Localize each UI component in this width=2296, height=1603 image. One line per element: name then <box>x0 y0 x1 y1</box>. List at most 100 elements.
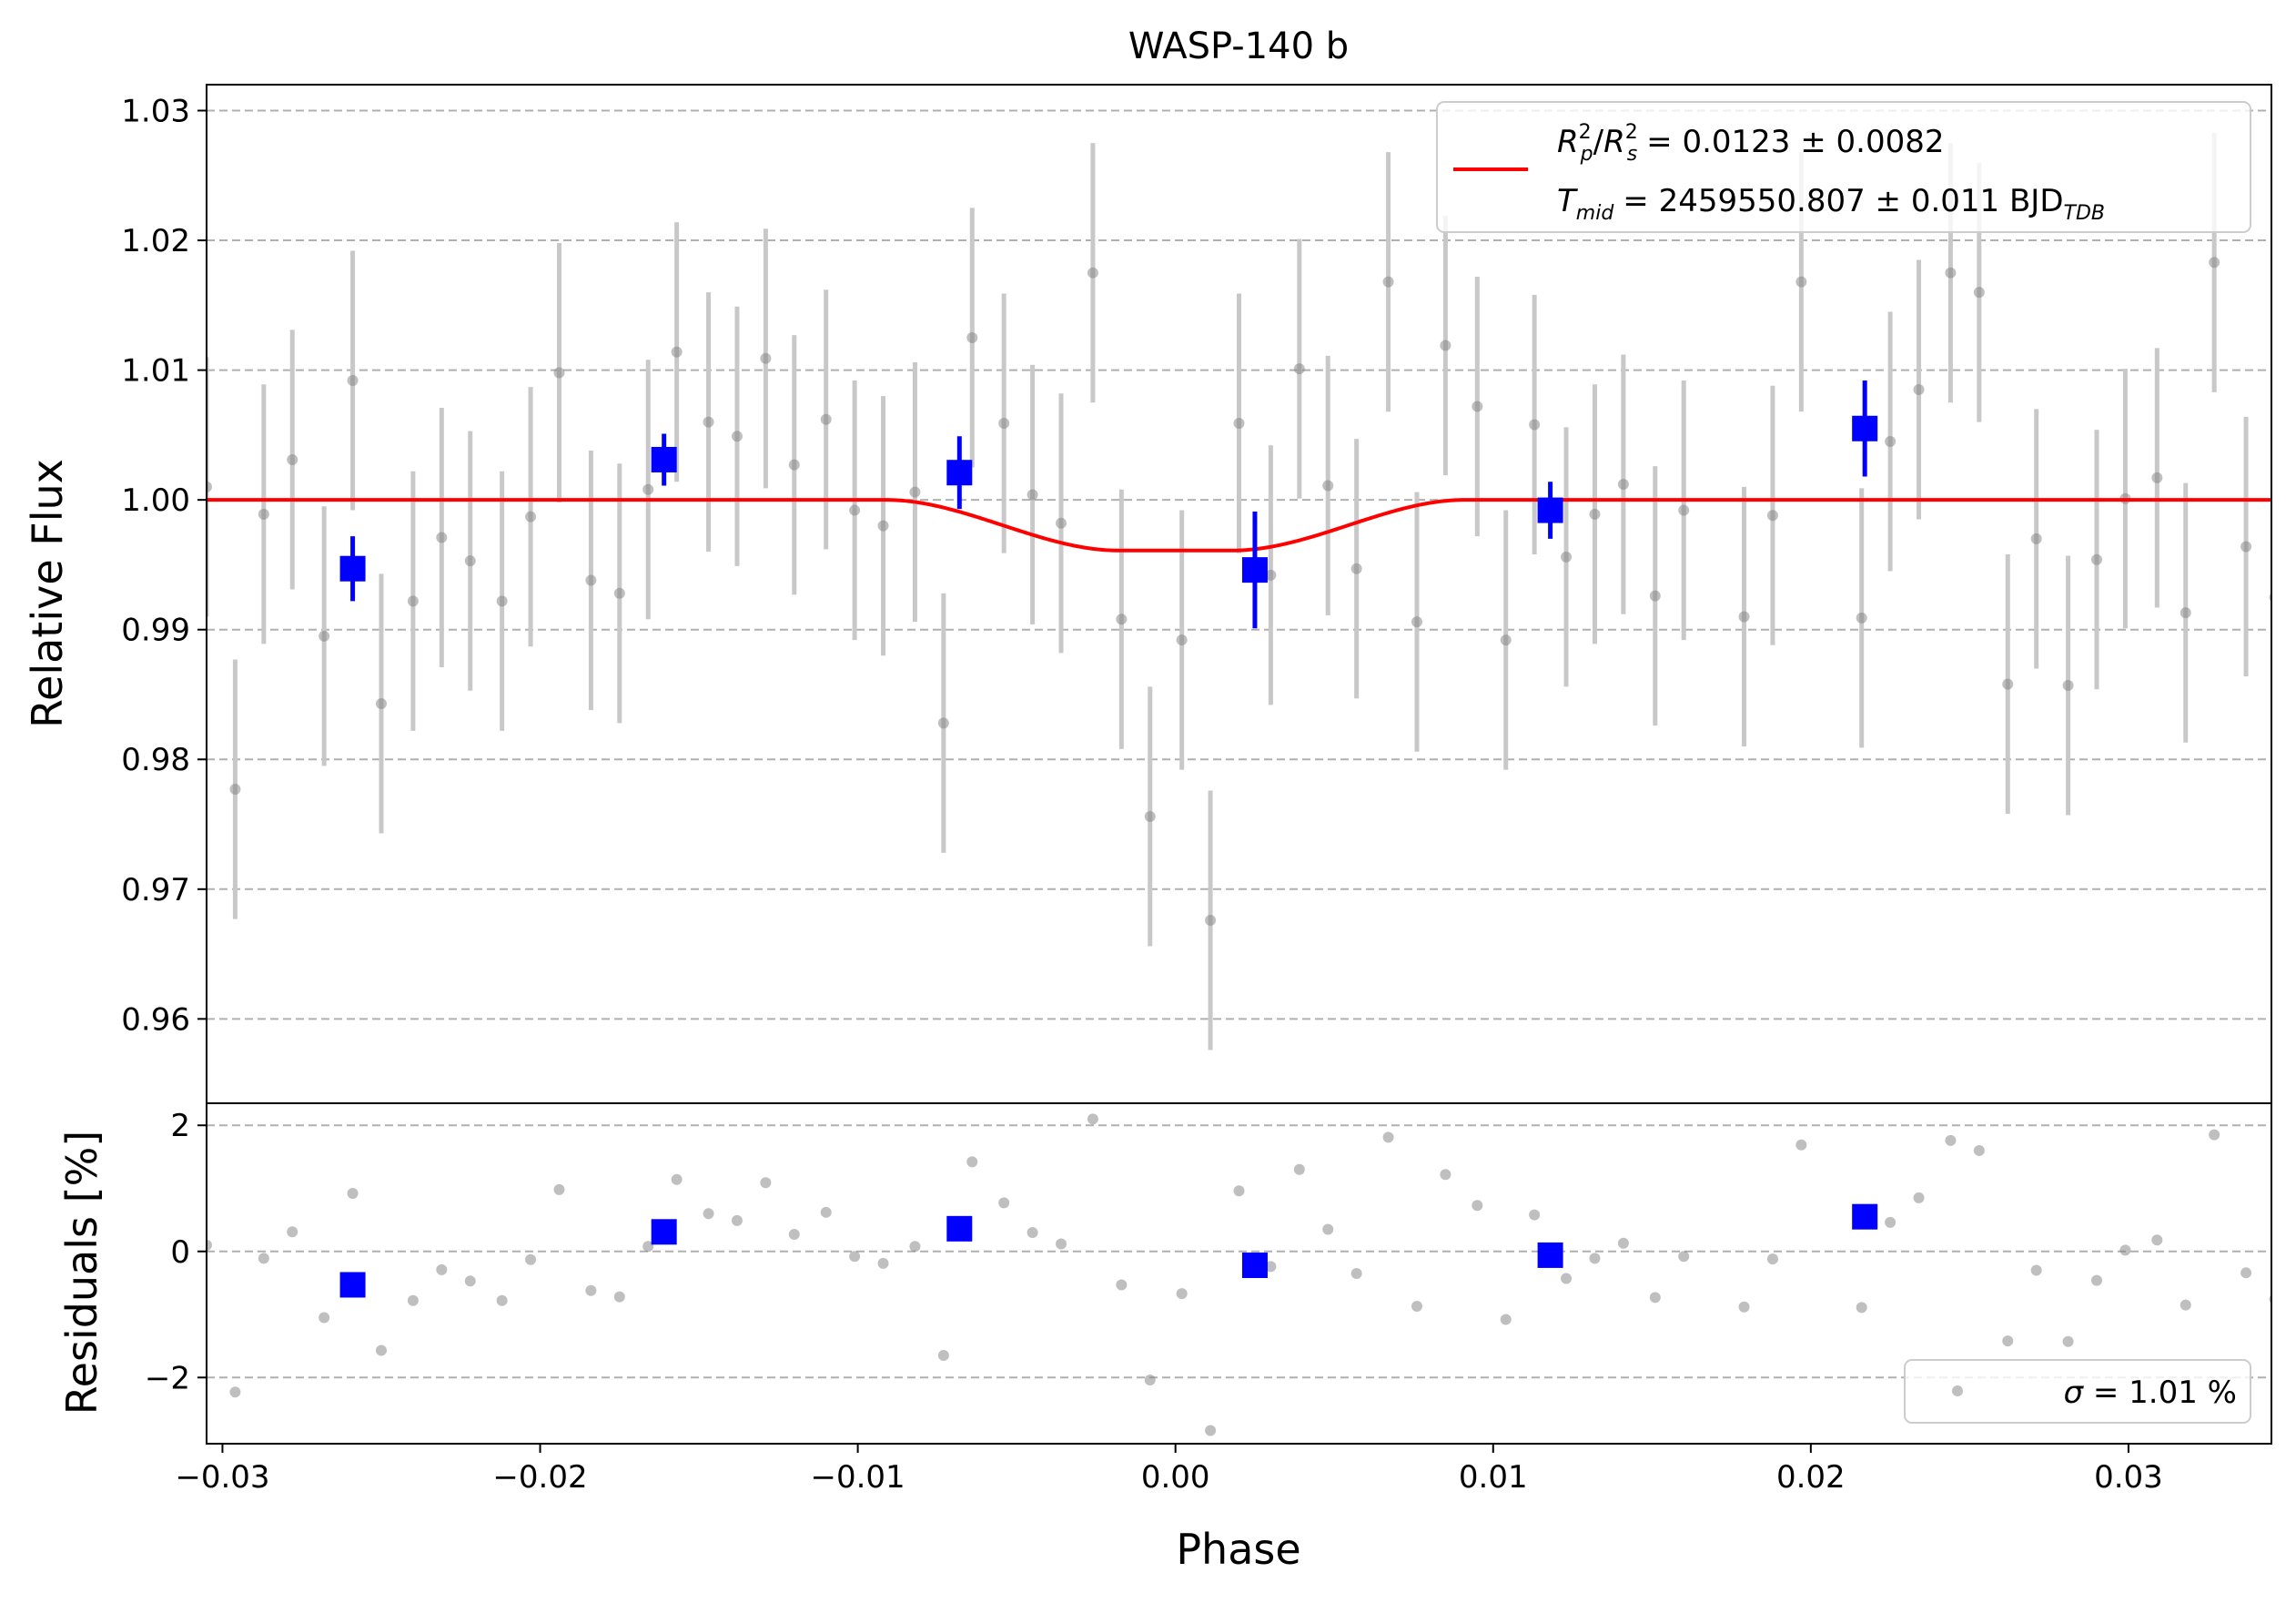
x-tick-label: 0.02 <box>1776 1459 1846 1496</box>
residual-point <box>2002 1335 2014 1347</box>
residual-point <box>1617 1237 1629 1249</box>
residual-point <box>1589 1253 1601 1264</box>
residual-point <box>731 1214 743 1226</box>
sigma-legend-marker <box>1952 1385 1963 1396</box>
residual-point <box>1322 1223 1334 1235</box>
raw-data-point <box>1233 418 1245 430</box>
residual-point <box>1561 1273 1573 1284</box>
residual-point <box>966 1156 978 1168</box>
raw-data-point <box>1973 287 1985 299</box>
binned-data-point <box>1241 557 1268 583</box>
residual-point <box>407 1294 419 1306</box>
raw-data-point <box>1856 612 1867 624</box>
y-tick-label: 2 <box>170 1108 190 1144</box>
raw-data-point <box>1382 276 1394 288</box>
raw-data-point <box>731 431 743 442</box>
y-tick-label: 1.03 <box>121 94 190 130</box>
raw-data-point <box>937 717 949 729</box>
residual-point <box>1945 1134 1957 1146</box>
sigma-legend: σ = 1.01 % <box>1904 1359 2251 1424</box>
residual-point <box>436 1263 448 1275</box>
residual-binned-point <box>946 1215 973 1242</box>
y-tick-label: 1.01 <box>121 353 190 390</box>
raw-data-point <box>1411 616 1422 628</box>
raw-data-point <box>877 520 889 532</box>
residual-point <box>1087 1113 1098 1125</box>
raw-data-point <box>496 595 508 607</box>
raw-data-point <box>1116 614 1128 625</box>
residual-point <box>671 1173 683 1185</box>
binned-data-point <box>1537 497 1563 523</box>
residual-point <box>2240 1267 2252 1279</box>
binned-data-point <box>339 555 366 582</box>
y-axis-label-top: Relative Flux <box>23 459 72 728</box>
residual-point <box>909 1241 921 1253</box>
bottom-panel-frame <box>206 1102 2272 1445</box>
y-tick-label: 0.99 <box>121 613 190 649</box>
residual-point <box>2209 1129 2220 1141</box>
raw-data-point <box>1472 401 1483 412</box>
raw-data-point <box>2062 679 2074 691</box>
residual-point <box>1027 1226 1038 1238</box>
binned-data-point <box>651 446 677 472</box>
y-tick-label: 0.96 <box>121 1001 190 1038</box>
raw-data-point <box>998 418 1010 430</box>
residual-point <box>760 1177 772 1189</box>
raw-data-point <box>788 459 800 471</box>
fit-legend-depth: R2 p/R2 s = 0.0123 ± 0.0082 <box>1557 121 1945 166</box>
residual-point <box>1795 1139 1807 1151</box>
residual-point <box>347 1188 359 1200</box>
x-tick-label: 0.03 <box>2094 1459 2163 1496</box>
residual-point <box>2062 1335 2074 1347</box>
raw-data-point <box>407 595 419 607</box>
x-tick-label: −0.03 <box>175 1459 269 1496</box>
raw-data-point <box>287 453 298 465</box>
residual-point <box>998 1197 1010 1209</box>
raw-data-point <box>909 486 921 498</box>
y-axis-label-bottom: Residuals [%] <box>57 1131 106 1415</box>
raw-data-point <box>1529 419 1541 431</box>
binned-data-point <box>1852 415 1878 441</box>
residual-binned-point <box>1241 1252 1268 1278</box>
raw-data-point <box>1265 569 1277 581</box>
residual-point <box>2180 1299 2191 1311</box>
residual-point <box>585 1284 597 1296</box>
raw-data-point <box>464 555 476 567</box>
bottom-y-axis-ticks: −2 0 2 <box>145 1108 207 1396</box>
residual-point <box>642 1241 654 1253</box>
residual-point <box>287 1226 298 1238</box>
raw-data-point <box>258 508 269 520</box>
residual-point <box>2151 1234 2163 1246</box>
raw-data-point <box>2002 678 2014 690</box>
residual-point <box>849 1251 861 1263</box>
x-tick-label: −0.01 <box>811 1459 905 1496</box>
residual-point <box>553 1183 565 1195</box>
raw-data-point <box>966 331 978 343</box>
x-tick-label: 0.01 <box>1459 1459 1528 1496</box>
residual-point <box>1116 1279 1128 1291</box>
raw-data-point <box>585 574 597 586</box>
raw-data-point <box>1649 590 1661 602</box>
raw-data-point <box>2209 257 2220 269</box>
raw-data-point <box>642 483 654 495</box>
sigma-legend-text: σ = 1.01 % <box>2064 1375 2237 1411</box>
y-tick-label: −2 <box>145 1360 190 1396</box>
raw-data-point <box>553 367 565 379</box>
fit-legend: R2 p/R2 s = 0.0123 ± 0.0082 Tmid = 2459550.8… <box>1436 101 2251 233</box>
raw-data-point <box>1087 267 1098 279</box>
binned-data-point <box>946 460 973 486</box>
residual-point <box>319 1312 330 1324</box>
residual-point <box>496 1294 508 1306</box>
residual-point <box>258 1253 269 1264</box>
residual-point <box>1738 1301 1750 1313</box>
y-tick-label: 1.00 <box>121 482 190 519</box>
raw-data-point <box>1795 276 1807 288</box>
residual-point <box>1973 1144 1985 1156</box>
raw-data-point <box>820 413 832 425</box>
fit-legend-box <box>1436 101 2251 233</box>
residual-point <box>877 1257 889 1269</box>
x-tick-label: 0.00 <box>1141 1459 1210 1496</box>
raw-data-point <box>1500 634 1512 646</box>
raw-data-point <box>1350 563 1362 574</box>
